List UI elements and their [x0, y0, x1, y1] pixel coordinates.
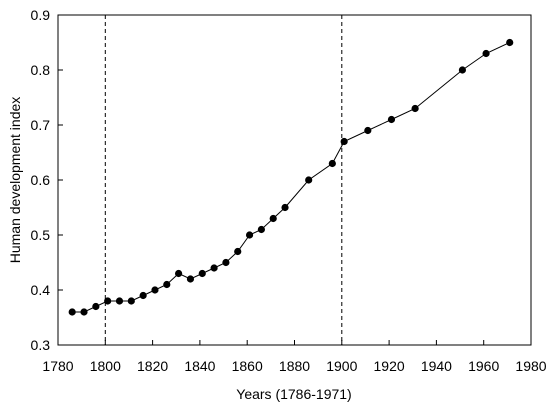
- plot-frame: [57, 14, 532, 346]
- x-tick-label-1860: 1860: [232, 358, 263, 374]
- data-point: [198, 269, 206, 278]
- data-point: [115, 297, 124, 305]
- data-point: [80, 308, 88, 316]
- data-point: [139, 291, 147, 300]
- x-axis-ticks: 1780 1800 1820 1840 1860 1880 1900 1920 1940 1960…: [42, 340, 547, 374]
- data-point: [458, 66, 467, 74]
- x-tick-label-1820: 1820: [137, 358, 168, 374]
- x-tick-label-1780: 1780: [42, 358, 73, 374]
- data-point: [163, 280, 171, 289]
- data-point: [328, 159, 336, 168]
- data-point: [245, 231, 254, 239]
- data-point: [104, 297, 112, 305]
- y-tick-label-1: 0.4: [31, 282, 51, 298]
- x-tick-label-1980: 1980: [515, 358, 546, 374]
- data-point: [305, 176, 313, 184]
- x-tick-label-1840: 1840: [184, 358, 215, 374]
- data-point: [269, 214, 277, 223]
- data-point: [234, 247, 242, 256]
- data-point: [340, 137, 348, 146]
- y-axis-title: Human development index: [7, 97, 23, 264]
- x-axis-title: Years (1786-1971): [236, 386, 351, 402]
- y-tick-label-3: 0.6: [31, 172, 51, 188]
- x-tick-label-1920: 1920: [374, 358, 405, 374]
- y-tick-label-5: 0.8: [31, 62, 51, 78]
- series-line-0: [72, 42, 510, 313]
- y-tick-label-0: 0.3: [31, 337, 51, 353]
- data-point: [482, 49, 490, 58]
- x-tick-label-1940: 1940: [421, 358, 452, 374]
- data-point: [222, 258, 230, 267]
- x-tick-label-1900: 1900: [326, 358, 357, 374]
- y-tick-label-6: 0.9: [31, 7, 51, 23]
- x-tick-label-1880: 1880: [279, 358, 310, 374]
- data-point: [186, 275, 195, 283]
- data-point: [387, 115, 396, 124]
- data-point: [506, 38, 514, 47]
- data-point: [68, 308, 76, 316]
- data-point: [210, 264, 218, 272]
- axes: [57, 14, 532, 346]
- data-point: [364, 126, 372, 135]
- y-tick-label-4: 0.7: [31, 117, 51, 133]
- data-point: [175, 269, 183, 278]
- y-tick-label-2: 0.5: [31, 227, 51, 243]
- data-point: [411, 104, 419, 113]
- series-hdi: [68, 38, 514, 316]
- data-point: [151, 286, 159, 294]
- reference-lines: [104, 15, 343, 345]
- data-point: [281, 203, 289, 212]
- data-point: [257, 225, 265, 234]
- data-point: [92, 302, 100, 311]
- x-tick-label-1800: 1800: [90, 358, 121, 374]
- x-tick-label-1960: 1960: [468, 358, 499, 374]
- data-point: [127, 297, 135, 305]
- y-axis-ticks: 0.3 0.4 0.5 0.6 0.7 0.8 0.9: [31, 7, 63, 353]
